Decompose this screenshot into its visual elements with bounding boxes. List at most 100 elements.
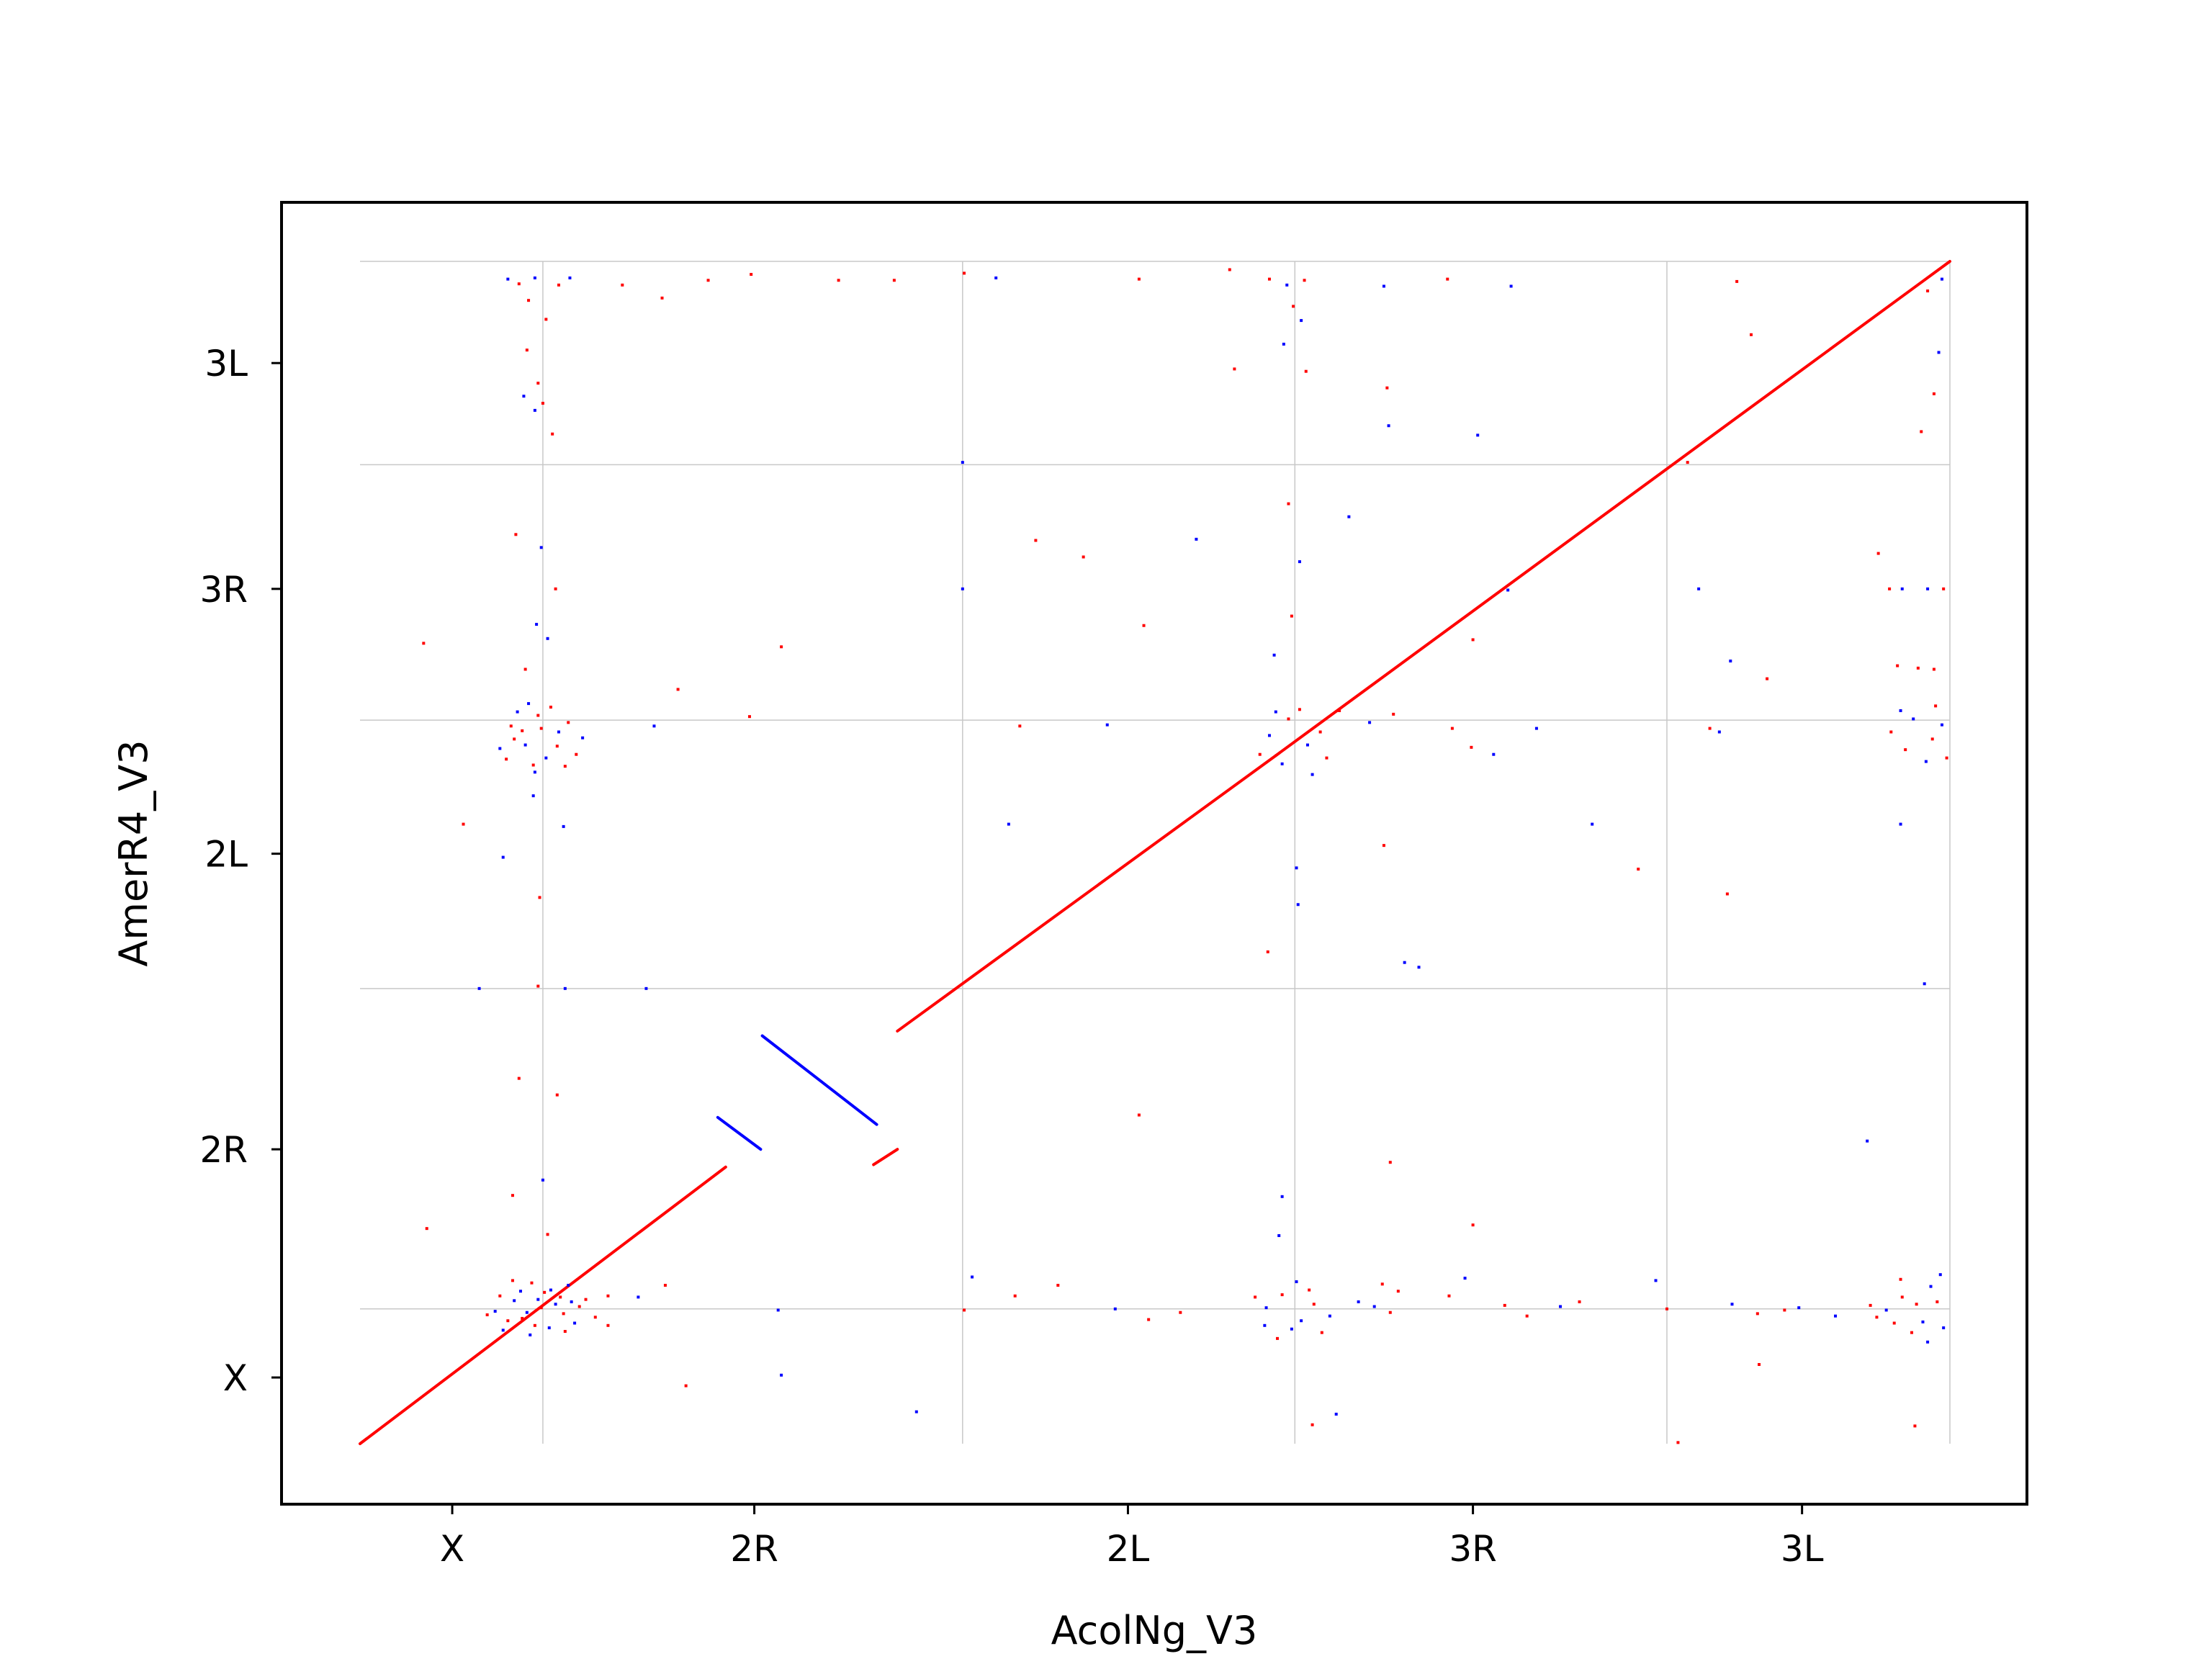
alignment-point bbox=[837, 279, 840, 282]
alignment-point bbox=[1280, 1293, 1284, 1297]
alignment-point bbox=[1697, 587, 1701, 590]
alignment-point bbox=[994, 276, 998, 279]
y-tick-label: X bbox=[223, 1357, 248, 1399]
alignment-point bbox=[511, 1279, 514, 1282]
alignment-point bbox=[551, 432, 554, 436]
alignment-point bbox=[516, 710, 519, 714]
alignment-point bbox=[1034, 539, 1038, 542]
alignment-point bbox=[644, 986, 648, 990]
alignment-point bbox=[563, 986, 567, 990]
alignment-point bbox=[1105, 723, 1109, 727]
alignment-point bbox=[533, 408, 536, 412]
alignment-point bbox=[1940, 277, 1943, 281]
alignment-point bbox=[1915, 1303, 1918, 1306]
alignment-point bbox=[1300, 1319, 1303, 1323]
alignment-point bbox=[1876, 552, 1880, 555]
alignment-point bbox=[1899, 1277, 1902, 1281]
alignment-point bbox=[1525, 1314, 1529, 1318]
alignment-point bbox=[549, 706, 552, 709]
alignment-point bbox=[575, 752, 578, 756]
alignment-point bbox=[529, 1333, 532, 1336]
alignment-point bbox=[1926, 1340, 1930, 1344]
alignment-point bbox=[577, 1305, 581, 1308]
alignment-point bbox=[1534, 727, 1538, 730]
alignment-point bbox=[509, 724, 513, 728]
alignment-point bbox=[1325, 756, 1328, 760]
alignment-point bbox=[533, 276, 536, 279]
alignment-point bbox=[533, 770, 536, 774]
alignment-point bbox=[684, 1384, 688, 1388]
alignment-point bbox=[1937, 351, 1941, 354]
alignment-point bbox=[1280, 1195, 1284, 1198]
alignment-point bbox=[539, 727, 543, 730]
alignment-point bbox=[1755, 1312, 1759, 1316]
alignment-segment bbox=[716, 1115, 763, 1151]
alignment-point bbox=[1899, 709, 1902, 712]
alignment-point bbox=[1287, 502, 1290, 505]
alignment-point bbox=[1725, 892, 1729, 896]
alignment-point bbox=[581, 736, 585, 739]
alignment-point bbox=[1924, 760, 1928, 763]
alignment-point bbox=[1938, 1273, 1942, 1277]
alignment-point bbox=[1300, 319, 1303, 323]
x-tick-label: 2R bbox=[730, 1528, 778, 1570]
alignment-point bbox=[1934, 704, 1938, 708]
alignment-point bbox=[1312, 1303, 1316, 1306]
alignment-point bbox=[563, 1330, 567, 1334]
alignment-point bbox=[544, 318, 548, 321]
alignment-point bbox=[525, 349, 529, 352]
alignment-point bbox=[1896, 664, 1899, 667]
alignment-segment bbox=[896, 754, 1277, 1033]
alignment-point bbox=[531, 763, 535, 767]
alignment-point bbox=[961, 461, 964, 464]
alignment-point bbox=[1290, 1327, 1293, 1331]
alignment-point bbox=[525, 1310, 529, 1314]
alignment-point bbox=[1357, 1300, 1360, 1303]
alignment-point bbox=[562, 824, 565, 828]
alignment-point bbox=[1492, 752, 1496, 756]
alignment-point bbox=[1258, 752, 1262, 756]
alignment-point bbox=[1228, 268, 1231, 271]
alignment-point bbox=[1942, 587, 1946, 590]
alignment-point bbox=[1783, 1308, 1786, 1312]
alignment-point bbox=[663, 1283, 667, 1287]
alignment-point bbox=[506, 1319, 510, 1323]
alignment-point bbox=[1382, 284, 1385, 288]
alignment-point bbox=[1295, 866, 1298, 870]
alignment-point bbox=[573, 1321, 577, 1325]
alignment-point bbox=[1884, 1308, 1888, 1312]
alignment-point bbox=[1923, 982, 1926, 986]
alignment-point bbox=[1147, 1318, 1151, 1321]
alignment-point bbox=[593, 1316, 597, 1319]
alignment-point bbox=[567, 1283, 570, 1287]
alignment-point bbox=[1392, 712, 1395, 716]
alignment-point bbox=[750, 273, 753, 276]
alignment-point bbox=[422, 642, 426, 645]
alignment-point bbox=[1476, 433, 1480, 437]
alignment-point bbox=[541, 1178, 544, 1182]
alignment-point bbox=[1929, 1285, 1933, 1288]
alignment-point bbox=[477, 986, 481, 990]
alignment-point bbox=[1904, 748, 1907, 752]
alignment-point bbox=[676, 688, 680, 691]
alignment-point bbox=[546, 1233, 549, 1236]
alignment-point bbox=[1137, 1113, 1141, 1117]
alignment-point bbox=[501, 1328, 505, 1332]
alignment-point bbox=[539, 546, 543, 549]
x-tick-label: 2L bbox=[1107, 1528, 1150, 1570]
alignment-point bbox=[1920, 430, 1923, 433]
y-tick-label: 2L bbox=[204, 834, 248, 876]
alignment-point bbox=[570, 1300, 573, 1303]
alignment-point bbox=[621, 283, 624, 287]
alignment-point bbox=[1912, 717, 1915, 721]
y-tick-label: 3R bbox=[199, 569, 248, 611]
alignment-point bbox=[1900, 1295, 1904, 1299]
alignment-point bbox=[1287, 717, 1290, 721]
alignment-point bbox=[1926, 289, 1930, 293]
alignment-point bbox=[1509, 284, 1513, 288]
alignment-point bbox=[554, 1303, 557, 1306]
alignment-point bbox=[1292, 305, 1295, 308]
alignment-point bbox=[1591, 822, 1594, 826]
